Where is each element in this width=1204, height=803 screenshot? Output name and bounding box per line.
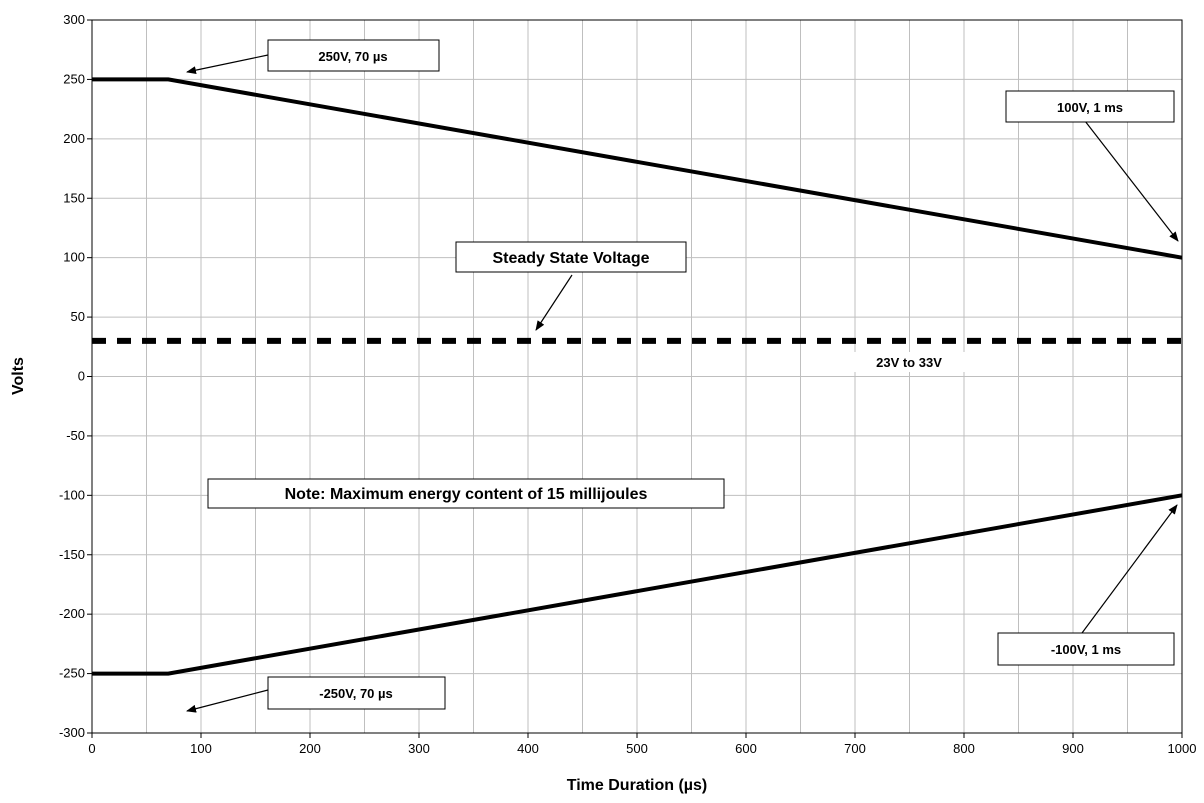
annotation-neg-end-arrow <box>1081 504 1178 634</box>
annotation-pos-end-label: 100V, 1 ms <box>1057 100 1123 115</box>
annotation-pos-start-arrow <box>186 54 269 75</box>
annotation-neg-end-label: -100V, 1 ms <box>1051 642 1121 657</box>
annotation-neg-start-box <box>267 676 446 710</box>
annotation-steady-state: Steady State Voltage <box>455 241 687 331</box>
annotation-steady-state-box <box>455 241 687 273</box>
annotation-pos-start: 250V, 70 µs <box>186 39 440 75</box>
y-tick-label: 100 <box>63 250 85 265</box>
x-tick-label: 700 <box>844 741 866 756</box>
annotation-steady-state-label: Steady State Voltage <box>492 250 649 267</box>
x-tick-label: 800 <box>953 741 975 756</box>
x-tick-label: 300 <box>408 741 430 756</box>
y-tick-label: -50 <box>66 428 85 443</box>
annotation-neg-start: -250V, 70 µs <box>186 676 446 713</box>
plot-border <box>91 19 1183 734</box>
x-tick-label: 500 <box>626 741 648 756</box>
y-tick-label: 150 <box>63 190 85 205</box>
annotation-steady-range: 23V to 33V <box>853 352 965 372</box>
series-line-positive-transient <box>92 77 1183 260</box>
annotation-pos-start-label: 250V, 70 µs <box>318 49 387 64</box>
y-tick-label: -250 <box>59 666 85 681</box>
annotation-steady-range-box <box>853 352 965 372</box>
annotation-pos-end: 100V, 1 ms <box>1005 90 1179 242</box>
y-tick-label: 250 <box>63 71 85 86</box>
annotation-neg-start-arrow <box>186 689 269 713</box>
annotation-pos-end-arrow <box>1084 120 1179 242</box>
y-axis-title: Volts <box>10 357 27 395</box>
annotation-neg-end: -100V, 1 ms <box>997 504 1178 666</box>
series <box>92 77 1183 676</box>
annotation-pos-end-box <box>1005 90 1175 123</box>
annotation-note-label: Note: Maximum energy content of 15 milli… <box>285 486 648 503</box>
y-tick-label: 0 <box>78 369 85 384</box>
annotation-steady-state-arrow <box>535 274 573 331</box>
y-tick-label: 50 <box>71 309 85 324</box>
y-tick-label: -100 <box>59 487 85 502</box>
y-tick-label: 200 <box>63 131 85 146</box>
annotation-pos-start-box <box>267 39 440 72</box>
series-line-negative-transient <box>92 493 1183 676</box>
axis-ticks: 0 100 200 300 400 500 600 700 800 900 100030025020… <box>59 12 1196 756</box>
annotation-note: Note: Maximum energy content of 15 milli… <box>207 478 725 509</box>
y-tick-label: -150 <box>59 547 85 562</box>
x-tick-label: 100 <box>190 741 212 756</box>
x-tick-label: 600 <box>735 741 757 756</box>
y-tick-label: -200 <box>59 606 85 621</box>
x-tick-label: 1000 <box>1168 741 1197 756</box>
gridlines <box>92 20 1182 733</box>
annotation-neg-start-label: -250V, 70 µs <box>319 686 393 701</box>
x-tick-label: 400 <box>517 741 539 756</box>
x-tick-label: 200 <box>299 741 321 756</box>
annotation-steady-range-label: 23V to 33V <box>876 355 942 370</box>
y-tick-label: 300 <box>63 12 85 27</box>
annotation-neg-end-box <box>997 632 1175 666</box>
annotation-note-box <box>207 478 725 509</box>
y-tick-label: -300 <box>59 725 85 740</box>
x-tick-label: 0 <box>88 741 95 756</box>
x-axis-title: Time Duration (µs) <box>567 777 708 794</box>
x-tick-label: 900 <box>1062 741 1084 756</box>
